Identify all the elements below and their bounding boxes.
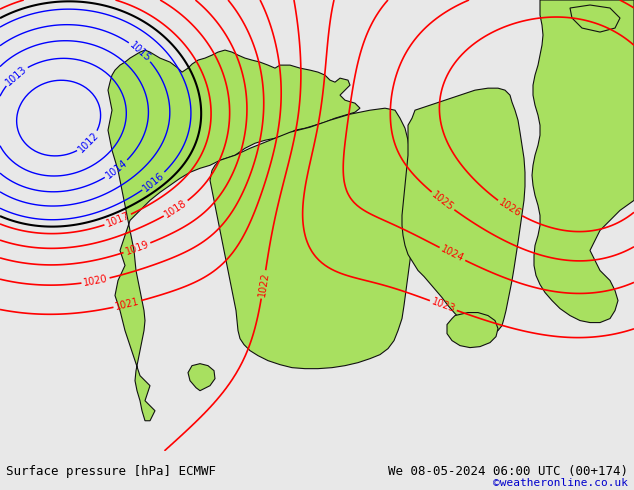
Text: 1020: 1020 bbox=[82, 274, 108, 288]
Text: 1016: 1016 bbox=[141, 170, 166, 193]
Text: We 08-05-2024 06:00 UTC (00+174): We 08-05-2024 06:00 UTC (00+174) bbox=[387, 465, 628, 478]
Text: 1015: 1015 bbox=[127, 40, 153, 63]
Text: 1014: 1014 bbox=[104, 158, 129, 181]
Text: 1019: 1019 bbox=[124, 239, 150, 257]
Polygon shape bbox=[108, 50, 360, 421]
Text: 1021: 1021 bbox=[114, 296, 141, 312]
Text: 1023: 1023 bbox=[430, 296, 456, 315]
Text: Surface pressure [hPa] ECMWF: Surface pressure [hPa] ECMWF bbox=[6, 465, 216, 478]
Polygon shape bbox=[447, 313, 498, 347]
Text: 1012: 1012 bbox=[76, 130, 101, 154]
Text: 1013: 1013 bbox=[4, 64, 29, 87]
Text: ©weatheronline.co.uk: ©weatheronline.co.uk bbox=[493, 478, 628, 488]
Text: 1024: 1024 bbox=[439, 244, 465, 264]
Text: 1018: 1018 bbox=[163, 198, 189, 220]
Polygon shape bbox=[210, 108, 415, 368]
Text: 1017: 1017 bbox=[105, 211, 131, 229]
Text: 1025: 1025 bbox=[430, 190, 456, 213]
Text: 1026: 1026 bbox=[496, 197, 523, 220]
Polygon shape bbox=[188, 364, 215, 391]
Polygon shape bbox=[570, 5, 620, 32]
Polygon shape bbox=[402, 88, 525, 333]
Polygon shape bbox=[532, 0, 634, 322]
Text: 1022: 1022 bbox=[257, 271, 270, 297]
